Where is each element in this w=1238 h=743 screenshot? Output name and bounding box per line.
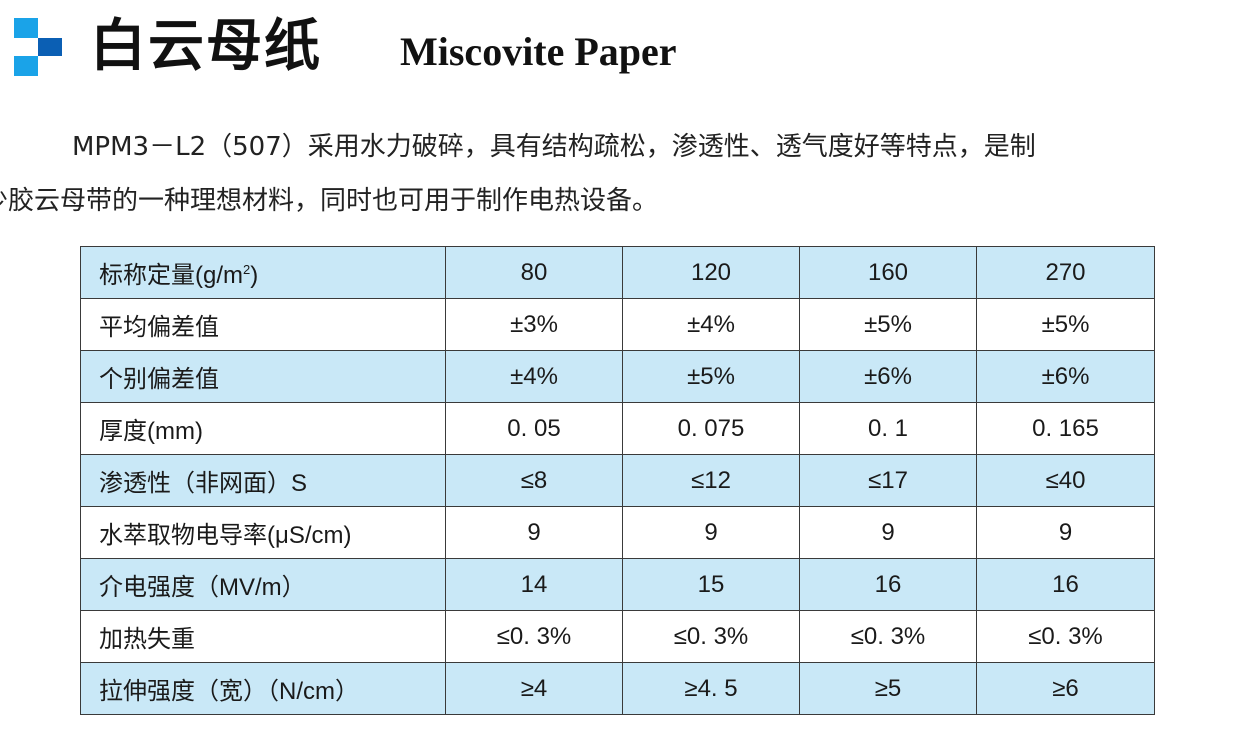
intro-paragraph: MPM3－L2（507）采用水力破碎，具有结构疏松，渗透性、透气度好等特点，是制… (0, 120, 1229, 228)
table-cell: 160 (799, 246, 977, 299)
row-label: 水萃取物电导率(μS/cm) (80, 506, 446, 559)
table-cell: 9 (976, 506, 1155, 559)
table-cell: ≥4. 5 (622, 662, 800, 715)
row-label: 加热失重 (80, 610, 446, 663)
table-cell: ≤12 (622, 454, 800, 507)
table-row: 拉伸强度（宽）（N/cm） ≥4 ≥4. 5 ≥5 ≥6 (80, 662, 1155, 715)
table-cell: 120 (622, 246, 800, 299)
table-cell: 0. 1 (799, 402, 977, 455)
table-cell: ±6% (799, 350, 977, 403)
table-cell: 16 (976, 558, 1155, 611)
row-label: 介电强度（MV/m） (80, 558, 446, 611)
intro-line-1: MPM3－L2（507）采用水力破碎，具有结构疏松，渗透性、透气度好等特点，是制 (72, 132, 1036, 162)
table-row: 介电强度（MV/m） 14 15 16 16 (80, 558, 1155, 611)
row-label: 拉伸强度（宽）（N/cm） (80, 662, 446, 715)
table-cell: ≤0. 3% (799, 610, 977, 663)
table-cell: ≤0. 3% (622, 610, 800, 663)
table-cell: ≤8 (445, 454, 623, 507)
table-cell: ≤0. 3% (445, 610, 623, 663)
table-cell: ≥6 (976, 662, 1155, 715)
table-cell: ≥5 (799, 662, 977, 715)
table-cell: 0. 05 (445, 402, 623, 455)
row-label: 平均偏差值 (80, 298, 446, 351)
table-row: 加热失重 ≤0. 3% ≤0. 3% ≤0. 3% ≤0. 3% (80, 610, 1155, 663)
table-cell: ≤0. 3% (976, 610, 1155, 663)
page-title-english: Miscovite Paper (400, 29, 677, 74)
table-cell: ≤40 (976, 454, 1155, 507)
table-cell: 16 (799, 558, 977, 611)
intro-line-2: 作少胶云母带的一种理想材料，同时也可用于制作电热设备。 (0, 186, 659, 216)
table-row: 平均偏差值 ±3% ±4% ±5% ±5% (80, 298, 1155, 351)
table-cell: 0. 165 (976, 402, 1155, 455)
table-cell: ±6% (976, 350, 1155, 403)
table-cell: ±5% (976, 298, 1155, 351)
table-cell: 9 (622, 506, 800, 559)
table-cell: ≥4 (445, 662, 623, 715)
row-label: 标称定量(g/m2) (80, 246, 446, 299)
table-cell: ±3% (445, 298, 623, 351)
table-row: 渗透性（非网面）S ≤8 ≤12 ≤17 ≤40 (80, 454, 1155, 507)
row-label: 个别偏差值 (80, 350, 446, 403)
table-cell: 0. 075 (622, 402, 800, 455)
logo-square-top (14, 18, 38, 38)
table-cell: 80 (445, 246, 623, 299)
table-cell: 270 (976, 246, 1155, 299)
table-row: 标称定量(g/m2) 80 120 160 270 (80, 246, 1155, 299)
table-row: 水萃取物电导率(μS/cm) 9 9 9 9 (80, 506, 1155, 559)
table-cell: 14 (445, 558, 623, 611)
table-cell: ≤17 (799, 454, 977, 507)
table-cell: ±5% (622, 350, 800, 403)
spec-table: 标称定量(g/m2) 80 120 160 270 平均偏差值 ±3% ±4% … (80, 246, 1155, 715)
logo-square-bottom (14, 56, 38, 76)
table-cell: 9 (445, 506, 623, 559)
row-label: 厚度(mm) (80, 402, 446, 455)
table-cell: 9 (799, 506, 977, 559)
table-row: 厚度(mm) 0. 05 0. 075 0. 1 0. 165 (80, 402, 1155, 455)
table-cell: 15 (622, 558, 800, 611)
logo-square-middle (38, 38, 62, 56)
table-cell: ±4% (445, 350, 623, 403)
row-label: 渗透性（非网面）S (80, 454, 446, 507)
table-row: 个别偏差值 ±4% ±5% ±6% ±6% (80, 350, 1155, 403)
table-cell: ±4% (622, 298, 800, 351)
logo (14, 18, 62, 76)
page-title-chinese: 白云母纸 (90, 13, 322, 79)
table-cell: ±5% (799, 298, 977, 351)
